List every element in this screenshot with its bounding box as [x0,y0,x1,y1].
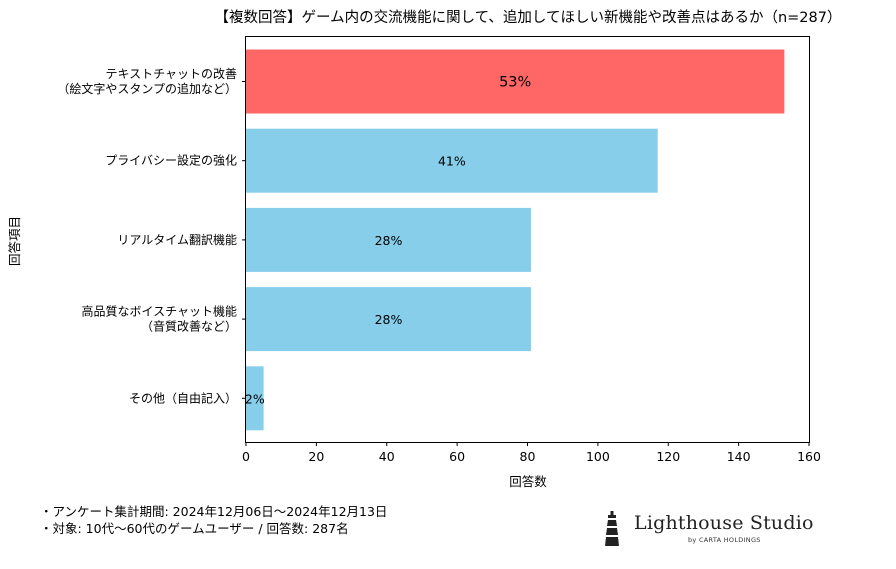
x-tick-label: 40 [379,449,395,464]
bar-value-label: 28% [375,312,403,327]
x-tick-label: 20 [308,449,324,464]
y-tick-label: （音質改善など） [141,319,237,334]
bar-value-label: 2% [245,391,265,406]
lighthouse-icon [605,511,619,546]
x-tick-label: 100 [586,449,610,464]
bar [246,207,532,272]
survey-period-note: ・アンケート集計期間: 2024年12月06日～2024年12月13日 [40,504,388,519]
logo-name: Lighthouse Studio [634,512,814,534]
bar-value-label: 28% [375,233,403,248]
y-tick-label: テキストチャットの改善 [105,66,237,81]
x-tick-label: 60 [449,449,465,464]
lighthouse-studio-logo: Lighthouse Studio by CARTA HOLDINGS [598,510,818,550]
bar [246,287,532,352]
bar [246,366,264,431]
y-axis-label: 回答項目 [7,216,22,266]
x-tick-label: 80 [520,449,536,464]
y-tick-label: プライバシー設定の強化 [105,153,237,168]
x-tick-label: 0 [242,449,250,464]
y-tick-label: その他（自由記入） [129,390,237,405]
logo-subtitle: by CARTA HOLDINGS [688,536,761,544]
bar-value-label: 53% [499,75,531,91]
chart-title: 【複数回答】ゲーム内の交流機能に関して、追加してほしい新機能や改善点はあるか（n… [215,8,842,26]
x-tick-label: 120 [656,449,680,464]
plot-frame [245,36,810,443]
bar-chart: 【複数回答】ゲーム内の交流機能に関して、追加してほしい新機能や改善点はあるか（n… [7,8,842,489]
y-tick-label: （絵文字やスタンプの追加など） [57,81,237,96]
bar [246,128,658,193]
y-tick-label: リアルタイム翻訳機能 [117,232,237,247]
bar [246,49,785,114]
x-axis-label: 回答数 [509,474,547,489]
x-tick-label: 140 [727,449,751,464]
y-tick-label: 高品質なボイスチャット機能 [81,304,237,319]
bar-value-label: 41% [438,154,466,169]
x-tick-label: 160 [797,449,821,464]
survey-target-note: ・対象: 10代～60代のゲームユーザー / 回答数: 287名 [40,521,349,536]
